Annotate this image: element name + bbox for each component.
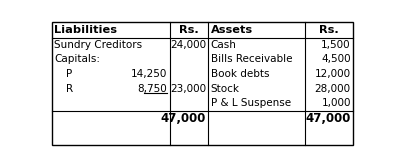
Text: 8,750: 8,750 (137, 84, 167, 94)
Text: 47,000: 47,000 (160, 112, 206, 125)
Text: 23,000: 23,000 (170, 84, 206, 94)
Text: Rs.: Rs. (179, 25, 199, 35)
Text: Liabilities: Liabilities (54, 25, 117, 35)
Text: P: P (66, 69, 72, 79)
Text: Bills Receivable: Bills Receivable (211, 54, 292, 65)
Text: Rs.: Rs. (319, 25, 339, 35)
Text: 24,000: 24,000 (170, 40, 206, 50)
Text: 14,250: 14,250 (131, 69, 167, 79)
Text: Book debts: Book debts (211, 69, 269, 79)
Text: 47,000: 47,000 (305, 112, 351, 125)
Text: 1,000: 1,000 (322, 98, 351, 108)
Text: Stock: Stock (211, 84, 240, 94)
Text: Assets: Assets (211, 25, 253, 35)
Text: P & L Suspense: P & L Suspense (211, 98, 291, 108)
Text: 4,500: 4,500 (321, 54, 351, 65)
Text: Cash: Cash (211, 40, 237, 50)
Text: R: R (66, 84, 73, 94)
Text: 28,000: 28,000 (315, 84, 351, 94)
Text: Capitals:: Capitals: (54, 54, 100, 65)
Text: 12,000: 12,000 (315, 69, 351, 79)
Text: Sundry Creditors: Sundry Creditors (54, 40, 142, 50)
Text: 1,500: 1,500 (321, 40, 351, 50)
